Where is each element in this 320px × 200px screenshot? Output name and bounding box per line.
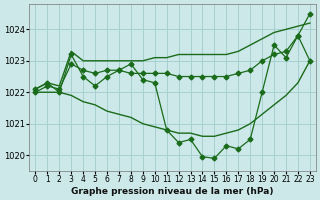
X-axis label: Graphe pression niveau de la mer (hPa): Graphe pression niveau de la mer (hPa)	[71, 187, 274, 196]
